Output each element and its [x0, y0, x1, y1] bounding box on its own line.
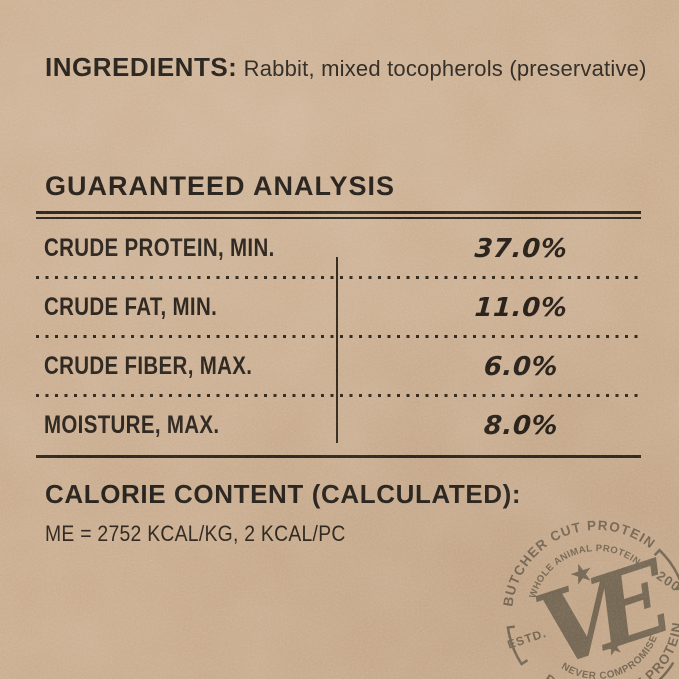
row-label: CRUDE PROTEIN, MIN.	[44, 234, 275, 262]
table-row: CRUDE FAT, MIN. 11.0%	[36, 278, 641, 338]
row-label: CRUDE FIBER, MAX.	[44, 352, 253, 380]
stamp-inner-text-bottom: NEVER COMPROMISE	[557, 631, 668, 679]
stamp-bracket-left	[506, 625, 529, 666]
row-value: 37.0%	[473, 233, 569, 264]
stamp-monogram: VE	[523, 537, 679, 679]
stamp-outer-text-bottom: BUTCHER CUT PROTEIN	[535, 616, 679, 679]
ingredients-text: Rabbit, mixed tocopherols (preservative)	[237, 56, 647, 81]
row-label: MOISTURE, MAX.	[44, 411, 220, 439]
stamp-bracket-right	[653, 548, 679, 591]
table-row: CRUDE PROTEIN, MIN. 37.0%	[36, 219, 641, 279]
ingredients-heading: INGREDIENTS:	[45, 52, 238, 82]
row-value: 11.0%	[473, 292, 569, 323]
row-value: 8.0%	[482, 410, 560, 441]
table-row: MOISTURE, MAX. 8.0%	[36, 396, 641, 455]
guaranteed-analysis-table: CRUDE PROTEIN, MIN. 37.0% CRUDE FAT, MIN…	[36, 219, 641, 458]
stamp-estd-label: ESTD.	[506, 626, 549, 652]
stamp-year: 200	[654, 568, 679, 595]
row-value: 6.0%	[482, 351, 560, 382]
calorie-content-value: ME = 2752 KCAL/KG, 2 KCAL/PC	[45, 521, 346, 546]
ingredients-line: INGREDIENTS: Rabbit, mixed tocopherols (…	[45, 50, 647, 89]
table-bottom-rule	[36, 455, 641, 458]
table-row: CRUDE FIBER, MAX. 6.0%	[36, 337, 641, 397]
guaranteed-analysis-title: GUARANTEED ANALYSIS	[45, 171, 396, 201]
calorie-content-title: CALORIE CONTENT (CALCULATED):	[45, 479, 522, 509]
star-top-icon: ★	[567, 558, 596, 590]
table-top-double-rule	[36, 211, 641, 219]
star-bottom-icon: ★	[603, 635, 626, 660]
stamp-outer-text-top: BUTCHER CUT PROTEIN	[482, 497, 664, 611]
stamp-group: BUTCHER CUT PROTEIN BUTCHER CUT PROTEIN …	[482, 497, 679, 679]
table-column-divider	[336, 257, 338, 443]
stamp-inner-text-top: WHOLE ANIMAL PROTEIN	[517, 528, 644, 603]
row-label: CRUDE FAT, MIN.	[44, 293, 218, 321]
stamp-bracket-bottom-right	[651, 661, 675, 679]
